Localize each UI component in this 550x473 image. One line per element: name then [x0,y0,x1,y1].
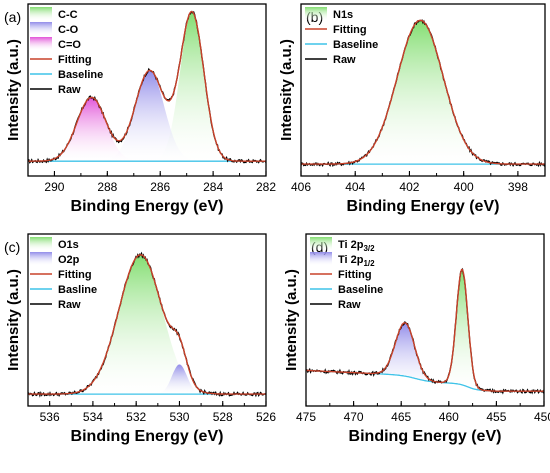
peak-area-o1s [28,254,266,395]
x-tick-label: 528 [213,410,233,424]
x-tick-label: 284 [203,180,223,194]
legend: N1s Fitting Baseline Raw [305,7,378,66]
x-tick-label: 290 [44,180,64,194]
legend-swatch [30,37,52,50]
peak-area-n1s [301,20,545,165]
y-axis-label: Intensity (a.u.) [5,269,22,371]
legend-label: Ti 2p3/2 [338,239,375,253]
legend-label: Ti 2p1/2 [338,254,375,268]
x-tick-label: 286 [150,180,170,194]
legend-label: Fitting [58,269,92,281]
x-tick-label: 460 [439,410,459,424]
fitting-line [301,19,545,165]
legend-swatch [305,7,327,20]
y-axis-label: Intensity (a.u.) [278,39,295,141]
legend-swatch [30,22,52,35]
legend-label: C=O [58,39,81,51]
legend-label: Raw [333,54,356,66]
x-tick-label: 475 [296,410,316,424]
legend-label: Basline [58,284,97,296]
fitting-line [28,10,266,162]
chart-panel-1: 406 404 402 400 398 Binding Energy (eV) Intens… [278,3,546,215]
peak-area-c-o [28,97,266,162]
chart-panel-0: 290 288 286 284 282 Binding Energy (eV) Intens… [4,3,276,215]
legend-label: C-C [58,9,78,21]
panel-label: (a) [4,9,21,25]
legend-label: Raw [338,299,361,311]
legend-label: Baseline [338,284,383,296]
fitting-line [28,254,266,395]
legend-swatch [310,237,332,250]
legend-label: C-O [58,24,79,36]
legend-label: Fitting [58,54,92,66]
x-axis-label: Binding Energy (eV) [71,198,224,215]
legend-swatch [310,252,332,265]
x-tick-label: 400 [454,180,474,194]
y-axis-label: Intensity (a.u.) [283,269,300,371]
panel-label: (c) [4,239,20,255]
legend-swatch [30,7,52,20]
legend-label: O2p [58,254,80,266]
x-tick-label: 534 [83,410,103,424]
x-tick-label: 536 [40,410,60,424]
legend: C-C C-O C=O Fitting Baseline Raw [30,7,103,96]
legend: O1s O2p Fitting Basline Raw [30,237,97,311]
chart-panel-3: 475 470 465 460 455 450 Binding Energy (eV) Int… [283,233,550,445]
peak-area-ti-2p1-2 [306,322,544,392]
y-axis-label: Intensity (a.u.) [5,39,22,141]
x-tick-label: 455 [486,410,506,424]
x-tick-label: 532 [126,410,146,424]
plot-frame [27,3,267,177]
plot-frame [27,233,267,407]
legend-label: Baseline [333,39,378,51]
x-axis-label: Binding Energy (eV) [347,198,500,215]
x-tick-label: 402 [399,180,419,194]
x-tick-label: 398 [508,180,528,194]
x-tick-label: 450 [534,410,550,424]
legend-label: Baseline [58,69,103,81]
x-tick-label: 530 [169,410,189,424]
legend-label: Raw [58,299,81,311]
x-tick-label: 288 [97,180,117,194]
x-tick-label: 404 [345,180,365,194]
legend-swatch [30,252,52,265]
legend-label: N1s [333,9,353,21]
x-axis-label: Binding Energy (eV) [349,428,502,445]
plot-frame [300,3,546,177]
chart-panel-2: 536 534 532 530 528 526 Binding Energy (eV) Int… [4,233,276,445]
legend-swatch [30,237,52,250]
x-tick-label: 470 [344,410,364,424]
legend-label: Fitting [338,269,372,281]
peak-area-c-c [28,12,266,162]
legend-label: Fitting [333,24,367,36]
x-axis-label: Binding Energy (eV) [71,428,224,445]
x-tick-label: 406 [291,180,311,194]
x-tick-label: 282 [256,180,276,194]
peak-area-c-o [28,70,266,162]
x-tick-label: 465 [391,410,411,424]
legend-label: Raw [58,84,81,96]
x-tick-label: 526 [256,410,276,424]
legend-label: O1s [58,239,79,251]
fitting-line [306,268,544,392]
